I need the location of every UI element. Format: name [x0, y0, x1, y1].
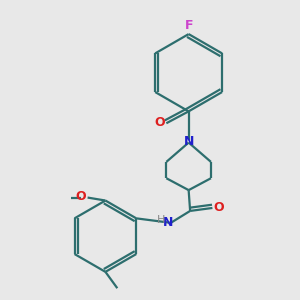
Text: H: H — [157, 215, 165, 225]
Text: F: F — [184, 19, 193, 32]
Text: N: N — [184, 135, 194, 148]
Text: O: O — [76, 190, 86, 203]
Text: N: N — [163, 216, 174, 229]
Text: O: O — [214, 201, 224, 214]
Text: O: O — [154, 116, 165, 129]
